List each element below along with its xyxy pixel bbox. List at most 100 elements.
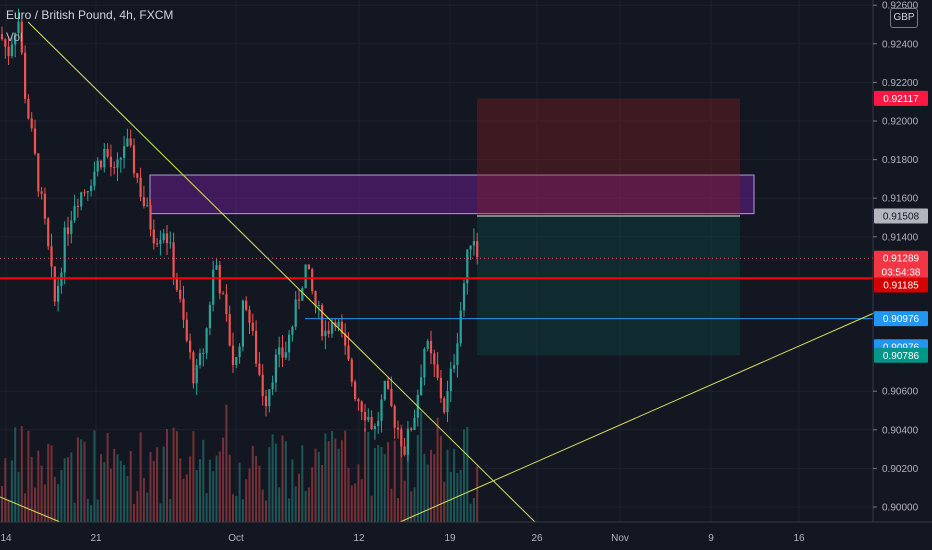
x-tick-label: 12 — [353, 533, 365, 544]
candle-body — [294, 299, 297, 327]
x-tick-label: 21 — [90, 533, 102, 544]
currency-button[interactable]: GBP — [890, 8, 918, 28]
volume-bar — [37, 450, 40, 522]
candle-body — [390, 388, 393, 406]
volume-bar — [189, 456, 192, 522]
volume-bar — [251, 445, 254, 522]
candle-body — [241, 300, 244, 347]
price-axis[interactable]: 0.92600 0.92400 0.92200 0.92000 0.91800 0.916… — [873, 1, 919, 514]
candle-body — [291, 326, 294, 335]
price-tag — [874, 311, 928, 327]
y-tick-label: 0.91400 — [882, 232, 919, 243]
candle-body — [344, 333, 347, 346]
zone-target[interactable] — [477, 215, 740, 356]
candle-body — [53, 266, 56, 302]
volume-bar — [60, 470, 63, 522]
volume-bar — [271, 434, 274, 522]
y-tick-label: 0.91800 — [882, 155, 919, 166]
candle-body — [251, 322, 254, 331]
volume-bar — [446, 449, 449, 522]
candle-body — [215, 265, 218, 270]
volume-bar — [433, 454, 436, 522]
volume-bar — [185, 474, 188, 522]
candle-body — [340, 321, 343, 334]
candle-body — [383, 380, 386, 400]
lower-left-trendline[interactable] — [0, 496, 61, 523]
candle-body — [360, 401, 363, 412]
volume-bar — [456, 473, 459, 522]
candle-body — [50, 246, 53, 267]
candle-body — [469, 245, 472, 250]
candle-body — [350, 359, 353, 382]
volume-bar — [142, 477, 145, 522]
volume-bar — [410, 491, 413, 522]
candle-body — [109, 156, 112, 168]
candle-body — [189, 340, 192, 353]
candle-body — [152, 229, 155, 244]
candle-body — [271, 382, 274, 390]
volume-bar — [334, 438, 337, 522]
position-zones[interactable] — [149, 98, 755, 356]
descending-trendline[interactable] — [27, 21, 536, 523]
volume-label[interactable]: Vol — [6, 30, 23, 44]
volume-bar — [119, 460, 122, 522]
volume-bar — [304, 491, 307, 522]
price-tag — [874, 277, 928, 293]
volume-bar — [370, 495, 373, 522]
volume-bar — [324, 433, 327, 522]
price-tag — [874, 208, 928, 224]
volume-bar — [43, 484, 46, 522]
candle-body — [357, 399, 360, 402]
candle-body — [327, 330, 330, 334]
x-tick-label: 16 — [793, 533, 805, 544]
zone-resistance[interactable] — [149, 174, 755, 215]
volume-bar — [298, 473, 300, 522]
candlesticks — [0, 8, 479, 462]
volume-bar — [73, 502, 76, 522]
candle-body — [443, 398, 446, 413]
volume-bar — [331, 431, 333, 522]
y-tick-label: 0.92200 — [882, 78, 919, 89]
price-tag-label: 03:54:38 — [882, 267, 921, 278]
candle-body — [347, 345, 350, 360]
volume-bar — [278, 487, 281, 522]
candle-body — [10, 44, 13, 57]
volume-bar — [403, 480, 406, 522]
volume-bar — [172, 427, 175, 522]
volume-bar — [17, 471, 20, 522]
candle-body — [466, 249, 469, 284]
candle-body — [129, 138, 132, 146]
candle-body — [192, 352, 195, 384]
candle-body — [136, 173, 139, 178]
volume-bar — [232, 494, 234, 522]
ascending-trendline[interactable] — [399, 312, 875, 523]
candle-body — [373, 426, 376, 430]
candle-body — [90, 185, 93, 191]
volume-bar — [364, 428, 366, 522]
volume-bar — [34, 487, 36, 522]
trendlines[interactable] — [0, 21, 875, 523]
volume-bar — [4, 458, 7, 522]
volume-bar — [182, 478, 185, 522]
volume-bar — [175, 431, 178, 522]
symbol-title[interactable]: Euro / British Pound, 4h, FXCM — [6, 8, 174, 22]
volume-bar — [133, 504, 135, 522]
candle-body — [156, 243, 159, 245]
horizontal-levels[interactable] — [0, 257, 873, 320]
volume-bar — [166, 429, 168, 522]
volume-bar — [463, 429, 465, 522]
volume-bar — [179, 458, 182, 522]
time-axis[interactable]: 14 21 Oct 12 19 26 Nov 9 16 — [0, 533, 805, 544]
candle-body — [255, 330, 258, 364]
volume-bar — [281, 435, 284, 522]
zone-stop[interactable] — [477, 98, 740, 216]
volume-bar — [350, 485, 353, 522]
x-tick-label: 14 — [0, 533, 12, 544]
candle-body — [278, 347, 281, 355]
price-tag — [874, 347, 928, 363]
volume-bar — [466, 426, 469, 522]
volume-bar — [241, 499, 244, 522]
volume-bar — [317, 451, 320, 522]
volume-bar — [20, 425, 23, 522]
